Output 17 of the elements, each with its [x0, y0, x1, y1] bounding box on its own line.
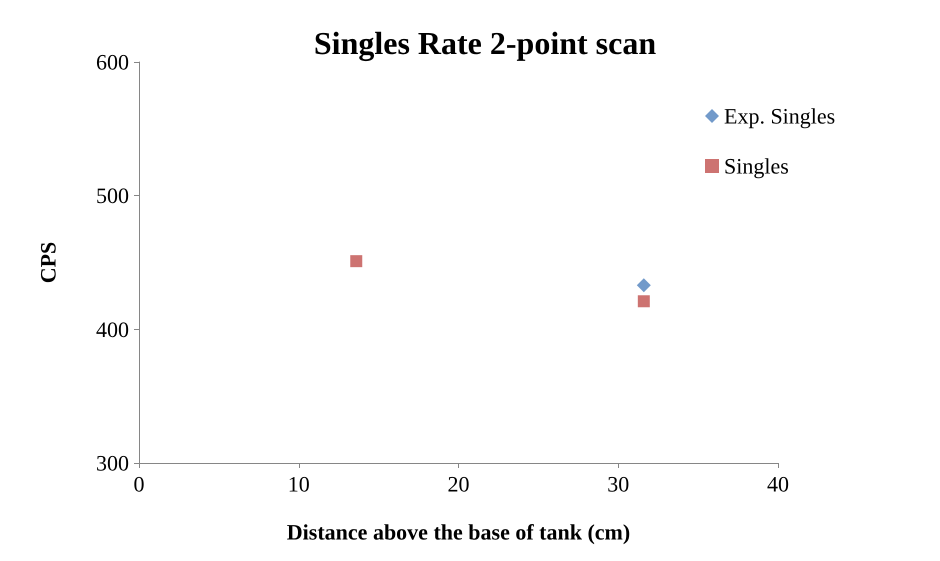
- x-tick-label: 10: [288, 472, 310, 496]
- y-axis-title: CPS: [36, 242, 60, 284]
- point: [636, 278, 651, 292]
- y-tick-label: 500: [96, 183, 129, 208]
- x-tick-label: 0: [134, 472, 144, 496]
- x-tick-label: 20: [448, 472, 470, 496]
- x-tick-label: 40: [767, 472, 789, 496]
- point: [350, 255, 362, 268]
- x-axis-title: Distance above the base of tank (cm): [286, 520, 630, 544]
- legend-label: Singles: [724, 154, 789, 178]
- y-tick-label: 600: [96, 50, 129, 74]
- chart-title: Singles Rate 2-point scan: [314, 25, 656, 62]
- x-tick-label: 30: [607, 472, 630, 496]
- y-tick-label: 400: [96, 316, 129, 342]
- point: [638, 295, 650, 308]
- legend-label: Exp. Singles: [724, 104, 836, 128]
- y-tick-label: 300: [96, 450, 129, 476]
